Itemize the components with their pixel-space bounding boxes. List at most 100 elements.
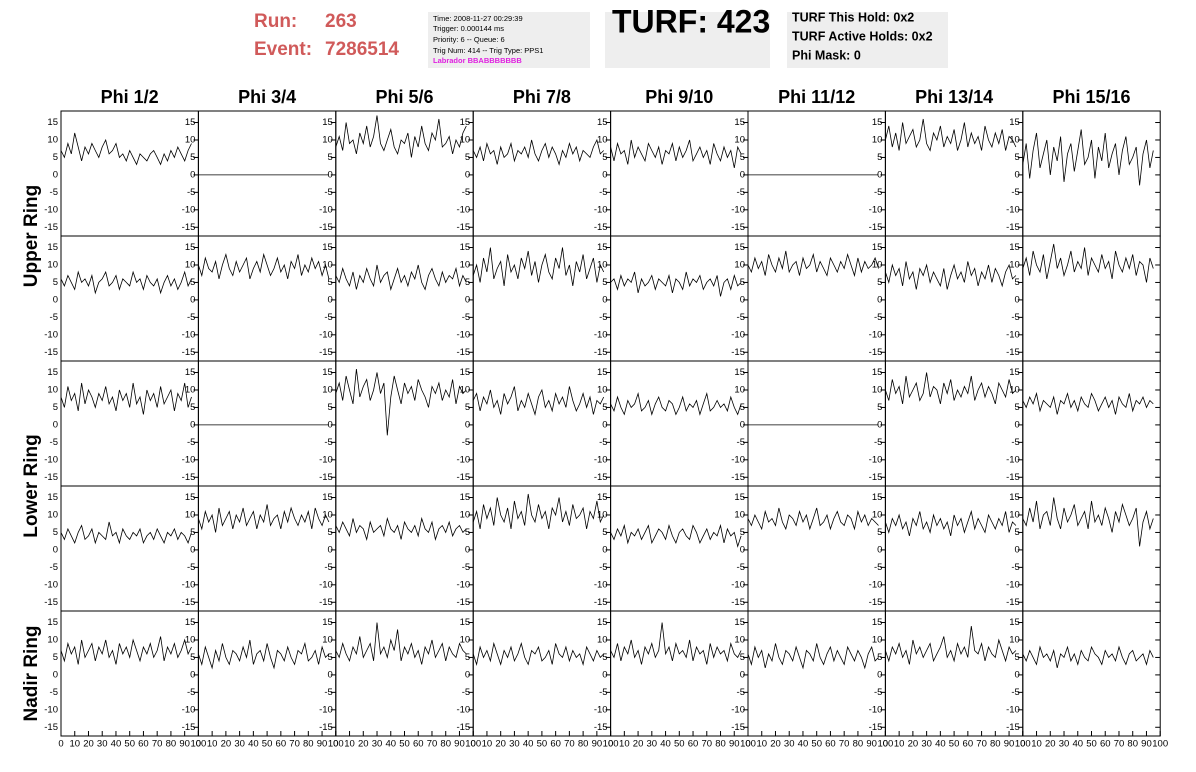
- y-tick-label: 5: [328, 652, 333, 663]
- y-tick-label: -10: [456, 329, 470, 340]
- x-tick-label: 100: [190, 739, 206, 750]
- y-tick-label: 5: [190, 402, 195, 413]
- y-tick-label: -15: [1006, 222, 1020, 233]
- y-tick-label: -10: [456, 704, 470, 715]
- y-tick-label: -10: [869, 454, 883, 465]
- y-tick-label: -5: [187, 187, 195, 198]
- y-tick-label: -5: [1011, 312, 1019, 323]
- y-tick-label: 15: [322, 367, 333, 378]
- x-tick-label: 20: [358, 739, 369, 750]
- run-value: 263: [325, 11, 357, 32]
- panel-frame: [60, 610, 199, 737]
- waveform: [60, 521, 192, 545]
- y-tick-label: -10: [182, 704, 196, 715]
- y-tick-label: -15: [319, 347, 333, 358]
- y-tick-label: -5: [737, 187, 745, 198]
- y-tick-label: 10: [1009, 509, 1020, 520]
- x-tick-label: 60: [276, 739, 287, 750]
- panel-frame: [1022, 360, 1161, 487]
- y-tick-label: 10: [734, 134, 745, 145]
- y-tick-label: -5: [599, 312, 607, 323]
- y-tick-label: -5: [50, 687, 58, 698]
- waveform: [1022, 645, 1154, 668]
- y-tick-label: 0: [740, 169, 745, 180]
- y-tick-label: -10: [44, 704, 58, 715]
- y-tick-label: 10: [322, 509, 333, 520]
- x-tick-label: 100: [877, 739, 893, 750]
- x-tick-label: 80: [166, 739, 177, 750]
- y-tick-label: -10: [182, 454, 196, 465]
- y-tick-label: 5: [465, 152, 470, 163]
- y-tick-label: -15: [594, 472, 608, 483]
- y-tick-label: 0: [602, 419, 607, 430]
- y-tick-label: 5: [465, 402, 470, 413]
- y-tick-label: -15: [456, 597, 470, 608]
- y-tick-label: 5: [328, 527, 333, 538]
- y-tick-label: 15: [597, 617, 608, 628]
- y-tick-label: 5: [465, 527, 470, 538]
- x-tick-label: 50: [537, 739, 548, 750]
- x-tick-label: 20: [83, 739, 94, 750]
- y-tick-label: 10: [597, 509, 608, 520]
- y-tick-label: 0: [328, 669, 333, 680]
- x-tick-label: 20: [770, 739, 781, 750]
- waveform: [610, 391, 742, 416]
- y-tick-label: -10: [731, 454, 745, 465]
- y-tick-label: 10: [1009, 134, 1020, 145]
- y-tick-label: -15: [869, 347, 883, 358]
- y-tick-label: 5: [328, 402, 333, 413]
- y-tick-label: 10: [872, 634, 883, 645]
- y-tick-label: 5: [190, 527, 195, 538]
- y-tick-label: -5: [324, 312, 332, 323]
- y-tick-label: 10: [734, 509, 745, 520]
- y-tick-label: 0: [465, 669, 470, 680]
- y-tick-label: 15: [460, 117, 471, 128]
- y-tick-label: -10: [869, 704, 883, 715]
- panel-frame: [1022, 110, 1161, 237]
- column-title: Phi 13/14: [915, 87, 993, 107]
- x-tick-label: 70: [289, 739, 300, 750]
- panel-frame: [60, 360, 199, 487]
- x-tick-label: 90: [1004, 739, 1015, 750]
- y-tick-label: 5: [465, 277, 470, 288]
- panel-frame: [610, 360, 749, 487]
- x-tick-label: 100: [740, 739, 756, 750]
- x-tick-label: 0: [608, 739, 613, 750]
- y-tick-label: 15: [185, 117, 196, 128]
- y-tick-label: -5: [324, 437, 332, 448]
- waveform: [747, 507, 879, 531]
- y-tick-label: 5: [1015, 277, 1020, 288]
- y-tick-label: 0: [190, 669, 195, 680]
- y-tick-label: 0: [53, 169, 58, 180]
- x-tick-label: 30: [647, 739, 658, 750]
- panel-frame: [60, 485, 199, 612]
- y-tick-label: 10: [460, 509, 471, 520]
- y-tick-label: 15: [460, 617, 471, 628]
- y-tick-label: 5: [53, 402, 58, 413]
- panel-frame: [1022, 610, 1161, 737]
- info-line: Trigger: 0.000144 ms: [433, 24, 504, 33]
- y-tick-label: 0: [328, 419, 333, 430]
- y-tick-label: 15: [47, 492, 58, 503]
- x-tick-label: 60: [1100, 739, 1111, 750]
- y-tick-label: -15: [456, 347, 470, 358]
- x-tick-label: 30: [1059, 739, 1070, 750]
- y-tick-label: 15: [322, 492, 333, 503]
- y-tick-label: 0: [1015, 419, 1020, 430]
- y-tick-label: -15: [44, 222, 58, 233]
- x-tick-label: 40: [248, 739, 259, 750]
- y-tick-label: 15: [460, 242, 471, 253]
- x-tick-label: 20: [1045, 739, 1056, 750]
- y-tick-label: 15: [1009, 367, 1020, 378]
- y-tick-label: -5: [1011, 562, 1019, 573]
- y-tick-label: -15: [44, 597, 58, 608]
- x-tick-label: 80: [303, 739, 314, 750]
- panel-frame: [60, 110, 199, 237]
- panel-frame: [335, 235, 474, 362]
- y-tick-label: 10: [322, 259, 333, 270]
- panel-frame: [472, 360, 612, 487]
- waveform: [1022, 497, 1154, 547]
- waveform: [472, 641, 604, 666]
- y-tick-label: -5: [50, 312, 58, 323]
- y-tick-label: -15: [182, 222, 196, 233]
